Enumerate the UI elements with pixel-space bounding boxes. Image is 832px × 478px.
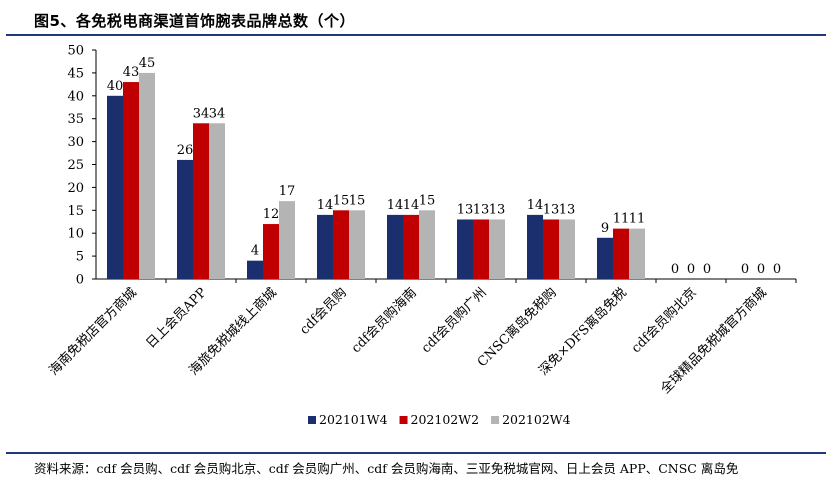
bar bbox=[419, 210, 435, 279]
footer: 资料来源：cdf 会员购、cdf 会员购北京、cdf 会员购广州、cdf 会员购… bbox=[6, 452, 826, 478]
data-label: 43 bbox=[123, 65, 140, 80]
chart-title: 图5、各免税电商渠道首饰腕表品牌总数（个） bbox=[34, 12, 355, 30]
bar bbox=[489, 219, 505, 279]
bar bbox=[473, 219, 489, 279]
category-label: 海南免税店官方商城 bbox=[46, 285, 140, 379]
y-tick-label: 10 bbox=[67, 227, 84, 242]
bar bbox=[139, 72, 155, 280]
data-label: 13 bbox=[559, 202, 576, 217]
data-label: 0 bbox=[703, 262, 711, 277]
bar bbox=[333, 210, 349, 279]
data-label: 14 bbox=[317, 198, 334, 213]
bar bbox=[193, 123, 209, 279]
data-label: 15 bbox=[333, 193, 350, 208]
bar bbox=[403, 214, 419, 279]
bar bbox=[629, 228, 645, 279]
bar bbox=[177, 159, 193, 279]
data-label: 14 bbox=[387, 198, 404, 213]
data-label: 12 bbox=[263, 207, 280, 222]
y-tick-label: 5 bbox=[76, 250, 84, 265]
data-label: 9 bbox=[601, 221, 609, 236]
data-label: 13 bbox=[543, 202, 560, 217]
data-label: 13 bbox=[457, 202, 474, 217]
data-label: 34 bbox=[209, 106, 226, 121]
data-label: 40 bbox=[107, 79, 124, 94]
data-label: 34 bbox=[193, 106, 210, 121]
data-label: 0 bbox=[773, 262, 781, 277]
data-label: 0 bbox=[671, 262, 679, 277]
bar bbox=[123, 82, 139, 279]
legend-swatch bbox=[308, 416, 316, 424]
y-tick-label: 0 bbox=[76, 273, 84, 288]
bar bbox=[559, 219, 575, 279]
data-label: 14 bbox=[527, 198, 544, 213]
data-label: 0 bbox=[687, 262, 695, 277]
bar bbox=[279, 201, 295, 279]
y-tick-label: 20 bbox=[67, 181, 84, 196]
category-label: cdf会员购海南 bbox=[348, 285, 420, 357]
chart-bars bbox=[107, 72, 645, 280]
y-tick-label: 45 bbox=[67, 66, 84, 81]
bar bbox=[247, 260, 263, 279]
source-note: 资料来源：cdf 会员购、cdf 会员购北京、cdf 会员购广州、cdf 会员购… bbox=[34, 461, 739, 476]
y-tick-label: 15 bbox=[67, 204, 84, 219]
y-tick-label: 35 bbox=[67, 112, 84, 127]
y-tick-label: 25 bbox=[67, 158, 84, 173]
legend-label: 202102W4 bbox=[502, 412, 571, 427]
data-label: 11 bbox=[613, 212, 630, 227]
title-bar: 图5、各免税电商渠道首饰腕表品牌总数（个） bbox=[6, 4, 826, 36]
legend-swatch bbox=[399, 416, 408, 424]
data-label: 45 bbox=[139, 56, 156, 71]
data-label: 13 bbox=[473, 202, 490, 217]
bar bbox=[613, 228, 629, 279]
y-tick-label: 40 bbox=[67, 89, 84, 104]
category-label: cdf会员购广州 bbox=[418, 285, 490, 357]
legend-label: 202101W4 bbox=[319, 412, 388, 427]
category-label: cdf会员购北京 bbox=[628, 285, 700, 357]
data-label: 13 bbox=[489, 202, 506, 217]
bar bbox=[597, 237, 613, 279]
category-label: 日上会员APP bbox=[143, 285, 210, 352]
category-label: cdf会员购 bbox=[296, 285, 349, 338]
bar bbox=[387, 214, 403, 279]
bar bbox=[263, 224, 279, 279]
y-tick-label: 50 bbox=[67, 44, 84, 59]
data-label: 0 bbox=[757, 262, 765, 277]
bar bbox=[107, 95, 123, 279]
legend-label: 202102W2 bbox=[411, 412, 480, 427]
data-label: 17 bbox=[279, 184, 296, 199]
bar bbox=[457, 219, 473, 279]
data-label: 26 bbox=[177, 143, 194, 158]
chart-legend: 202101W4 202102W2 202102W4 bbox=[308, 412, 571, 427]
data-label: 15 bbox=[419, 193, 436, 208]
legend-swatch bbox=[491, 416, 500, 424]
bar bbox=[317, 214, 333, 279]
bar bbox=[527, 214, 543, 279]
bar bbox=[349, 210, 365, 279]
bar bbox=[543, 219, 559, 279]
data-label: 0 bbox=[741, 262, 749, 277]
bar bbox=[209, 123, 225, 279]
data-label: 14 bbox=[403, 198, 420, 213]
data-label: 11 bbox=[629, 212, 646, 227]
data-label: 4 bbox=[251, 244, 259, 259]
y-tick-label: 30 bbox=[67, 135, 84, 150]
data-label: 15 bbox=[349, 193, 366, 208]
